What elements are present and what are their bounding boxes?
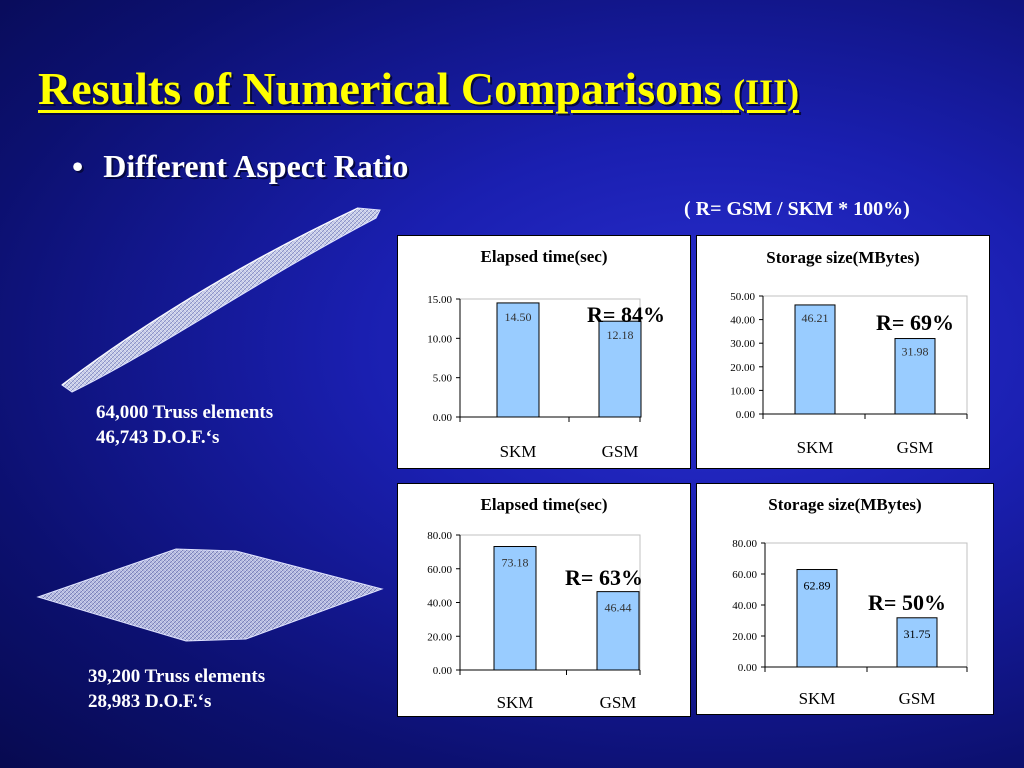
y-tick-label: 0.00 [433, 412, 453, 424]
category-label-gsm: GSM [600, 693, 637, 712]
bar-skm [796, 569, 838, 668]
model-2-dof: 28,983 D.O.F.‘s [88, 691, 212, 712]
chart-panel-3: Elapsed time(sec) 0.00 20.00 40.00 60.00 80.0… [397, 483, 691, 717]
y-tick-label: 0.00 [433, 665, 453, 677]
y-tick-label: 10.00 [427, 333, 452, 345]
chart-title: Elapsed time(sec) [480, 495, 607, 514]
ratio-annotation: R= 84% [587, 302, 665, 327]
slide-title: Results of Numerical Comparisons (III) [38, 62, 799, 115]
model-1-caption: 64,000 Truss elements 46,743 D.O.F.‘s [96, 400, 273, 450]
category-label-gsm: GSM [897, 438, 934, 457]
y-tick-label: 80.00 [732, 538, 757, 550]
data-label-skm: 62.89 [804, 579, 831, 593]
category-label-gsm: GSM [602, 442, 639, 461]
y-tick-label: 20.00 [732, 631, 757, 643]
model-2-caption: 39,200 Truss elements 28,983 D.O.F.‘s [88, 664, 265, 714]
chart-panel-1: Elapsed time(sec) 0.00 5.00 10.00 15.00 14.50… [397, 235, 691, 469]
y-tick-label: 30.00 [730, 338, 755, 350]
data-label-gsm: 31.75 [904, 627, 931, 641]
storage-size-chart-1: Storage size(MBytes) 0.00 10.00 20.00 30.00 4… [730, 248, 968, 457]
data-label-skm: 46.21 [802, 311, 829, 325]
category-label-skm: SKM [500, 442, 537, 461]
y-tick-label: 40.00 [427, 598, 452, 610]
y-tick-label: 5.00 [433, 373, 453, 385]
y-tick-label: 20.00 [730, 362, 755, 374]
bar-gsm [894, 338, 936, 415]
y-tick-label: 50.00 [730, 291, 755, 303]
category-label-gsm: GSM [899, 689, 936, 708]
bar-gsm [598, 320, 642, 418]
model-1-dof: 46,743 D.O.F.‘s [96, 427, 220, 448]
model-1-elements: 64,000 Truss elements [96, 402, 274, 423]
bar-skm [496, 302, 540, 418]
bullet-symbol: • [72, 148, 84, 184]
y-tick-label: 60.00 [732, 569, 757, 581]
model-2-elements: 39,200 Truss elements [88, 666, 266, 687]
data-label-skm: 14.50 [505, 310, 532, 324]
chart-title: Storage size(MBytes) [766, 248, 919, 267]
y-tick-label: 40.00 [730, 315, 755, 327]
bar-skm [493, 546, 537, 671]
elapsed-time-chart-2: Elapsed time(sec) 0.00 20.00 40.00 60.00 80.0… [427, 495, 643, 712]
slide-title-main: Results of Numerical Comparisons [38, 63, 722, 114]
category-label-skm: SKM [797, 438, 834, 457]
chart-title: Storage size(MBytes) [768, 495, 921, 514]
y-tick-label: 80.00 [427, 530, 452, 542]
ratio-formula: ( R= GSM / SKM * 100%) [684, 198, 910, 220]
storage-size-chart-2: Storage size(MBytes) 0.00 20.00 40.00 60.00 8… [732, 495, 968, 708]
y-tick-label: 0.00 [738, 662, 758, 674]
data-label-gsm: 46.44 [605, 601, 632, 615]
y-tick-label: 15.00 [427, 294, 452, 306]
bar-gsm [596, 591, 640, 671]
chart-panel-2: Storage size(MBytes) 0.00 10.00 20.00 30.00 4… [696, 235, 990, 469]
y-tick-label: 40.00 [732, 600, 757, 612]
elapsed-time-chart-1: Elapsed time(sec) 0.00 5.00 10.00 15.00 14.50… [427, 247, 665, 461]
ratio-annotation: R= 50% [868, 590, 946, 615]
slender-truss-model-image [61, 207, 381, 393]
bullet-text: Different Aspect Ratio [103, 148, 409, 184]
slide-title-suffix: (III) [733, 72, 800, 112]
y-tick-label: 20.00 [427, 631, 452, 643]
bullet-point: • Different Aspect Ratio [72, 148, 408, 185]
chart-title: Elapsed time(sec) [480, 247, 607, 266]
chart-panel-4: Storage size(MBytes) 0.00 20.00 40.00 60.00 8… [696, 483, 994, 715]
data-label-gsm: 12.18 [607, 328, 634, 342]
ratio-annotation: R= 63% [565, 565, 643, 590]
shallow-dome-truss-model-image [36, 548, 384, 642]
ratio-annotation: R= 69% [876, 310, 954, 335]
data-label-gsm: 31.98 [902, 345, 929, 359]
bar-skm [794, 304, 836, 415]
y-tick-label: 10.00 [730, 385, 755, 397]
bar-gsm [896, 617, 938, 668]
y-tick-label: 0.00 [736, 409, 756, 421]
y-tick-label: 60.00 [427, 564, 452, 576]
data-label-skm: 73.18 [502, 556, 529, 570]
category-label-skm: SKM [497, 693, 534, 712]
category-label-skm: SKM [799, 689, 836, 708]
